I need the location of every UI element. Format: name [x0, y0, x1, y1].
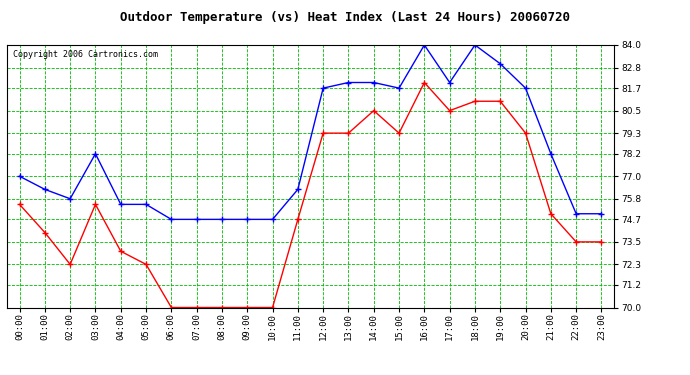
Text: Copyright 2006 Cartronics.com: Copyright 2006 Cartronics.com	[13, 50, 158, 59]
Text: Outdoor Temperature (vs) Heat Index (Last 24 Hours) 20060720: Outdoor Temperature (vs) Heat Index (Las…	[120, 11, 570, 24]
